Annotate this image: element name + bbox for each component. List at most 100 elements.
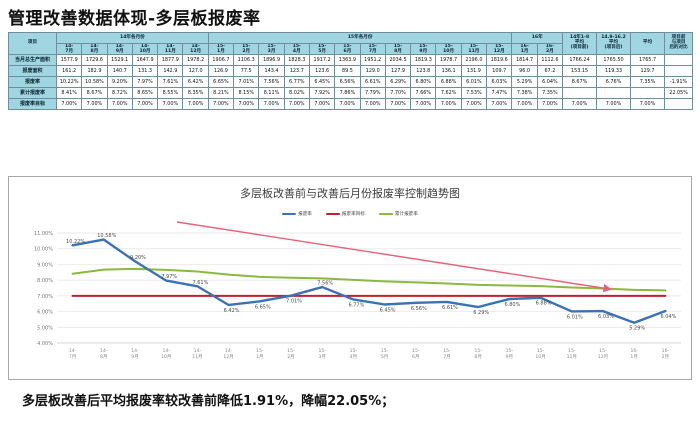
- group-header-14: 14年各月份: [56, 32, 209, 44]
- cell-r4-c11: 7.00%: [334, 98, 361, 111]
- table-header-month-row: 14- 7月 14- 8月 14- 9月 14- 10月 14- 11月 14- 12月 15- 1月 15…: [9, 42, 693, 56]
- x-tick-label-sub-18: 1月: [630, 354, 638, 360]
- table-row: 报废率 10.22% 10.58% 9.20% 7.97% 7.61% 6.42% 6.65%…: [8, 76, 694, 89]
- cell-r0-c18: 1814.7: [511, 54, 538, 67]
- cell-r2-c9: 6.77%: [283, 76, 310, 89]
- month-header-18: 16- 1月: [511, 42, 538, 56]
- cell-r1-c12: 129.0: [359, 65, 386, 78]
- cell-r0-c0: 1577.9: [55, 54, 83, 67]
- cell-r2-c12: 6.61%: [359, 76, 386, 89]
- cell-r4-c10: 7.00%: [308, 98, 336, 111]
- trend-arrow-annotation: [176, 221, 612, 293]
- table-row: 当月总生产面积 1577.9 1729.6 1529.1 1647.9 1877.9 197…: [8, 54, 694, 67]
- data-label-6: 6.65%: [255, 304, 271, 310]
- cell-r3-c11: 7.86%: [334, 87, 361, 100]
- x-tick-label-6: 15-: [256, 348, 264, 354]
- summary-cell-r0-c2: 1765.7: [630, 54, 666, 67]
- cell-r2-c13: 6.29%: [384, 76, 412, 89]
- cell-r1-c8: 143.4: [258, 65, 285, 78]
- cell-r3-c17: 7.47%: [486, 87, 513, 100]
- x-tick-label-sub-15: 10月: [535, 354, 545, 360]
- cell-r2-c16: 6.01%: [460, 76, 488, 89]
- cell-r1-c16: 131.9: [460, 65, 488, 78]
- footer-note: 多层板改善后平均报废率较改善前降低1.91%，降幅22.05%；: [22, 394, 395, 409]
- cell-r0-c10: 1917.2: [308, 54, 336, 67]
- x-tick-label-sub-19: 2月: [662, 354, 670, 360]
- cell-r1-c11: 89.5: [334, 65, 361, 78]
- x-tick-label-10: 15-: [381, 348, 389, 354]
- y-tick-label: 4.00%: [37, 341, 53, 347]
- data-label-2: 9.20%: [130, 255, 146, 261]
- row-label-1: 报废面积: [8, 65, 57, 78]
- page-title: 管理改善数据体现-多层板报废率: [8, 9, 261, 29]
- month-header-4: 14- 11月: [157, 42, 184, 56]
- legend-label: 累计报废率: [394, 212, 418, 217]
- series-line-报废率: [71, 238, 667, 324]
- x-tick-label-1: 14-: [100, 348, 108, 354]
- cell-r4-c12: 7.00%: [359, 98, 386, 111]
- data-label-16: 6.01%: [567, 314, 583, 320]
- row-label-4: 报废率目标: [8, 98, 57, 111]
- month-header-5: 14- 12月: [182, 42, 209, 56]
- x-tick-label-sub-13: 8月: [474, 354, 482, 360]
- y-tick-label: 6.00%: [37, 310, 53, 316]
- cell-r0-c2: 1529.1: [106, 54, 133, 67]
- cell-r0-c13: 2034.5: [384, 54, 412, 67]
- x-tick-label-sub-4: 11月: [192, 354, 202, 360]
- month-header-6: 15- 1月: [207, 42, 235, 56]
- y-tick-label: 11.00%: [34, 231, 53, 237]
- month-header-7: 15- 2月: [233, 42, 260, 56]
- table-body: 当月总生产面积 1577.9 1729.6 1529.1 1647.9 1877.9 197…: [8, 54, 694, 111]
- legend-swatch-icon: [325, 212, 340, 216]
- cell-r2-c3: 7.97%: [131, 76, 159, 89]
- cell-r4-c9: 7.00%: [283, 98, 310, 111]
- cell-r2-c10: 6.45%: [308, 76, 336, 89]
- month-header-10: 15- 5月: [308, 42, 336, 56]
- cell-r2-c14: 6.80%: [410, 76, 437, 89]
- month-header-2: 14- 9月: [106, 42, 133, 56]
- cell-r3-c7: 8.15%: [233, 87, 260, 100]
- cell-r3-c9: 8.02%: [283, 87, 310, 100]
- cell-r0-c8: 1896.9: [258, 54, 285, 67]
- cell-r4-c13: 7.00%: [384, 98, 412, 111]
- x-tick-label-0: 14-: [69, 348, 77, 354]
- cell-r0-c1: 1729.6: [81, 54, 108, 67]
- legend-item-0: 报废率: [282, 211, 312, 217]
- summary-cell-r1-c3: [664, 65, 694, 78]
- cell-r1-c19: 67.2: [536, 65, 564, 78]
- legend-swatch-icon: [378, 212, 393, 216]
- summary-cell-r1-c0: 153.15: [562, 65, 598, 78]
- legend-label: 报废率: [298, 212, 312, 217]
- row-label-0: 当月总生产面积: [8, 54, 57, 67]
- month-header-19: 16- 2月: [536, 42, 564, 56]
- cell-r3-c4: 8.55%: [157, 87, 184, 100]
- x-tick-label-sub-16: 11月: [567, 354, 577, 360]
- y-tick-label: 10.00%: [34, 247, 53, 253]
- summary-cell-r3-c1: [596, 87, 632, 100]
- legend-item-2: 累计报废率: [378, 211, 418, 217]
- cell-r4-c3: 7.00%: [131, 98, 159, 111]
- summary-cell-r4-c3: [664, 98, 694, 111]
- cell-r2-c4: 7.61%: [157, 76, 184, 89]
- cell-r1-c15: 136.1: [435, 65, 462, 78]
- cell-r4-c17: 7.00%: [486, 98, 513, 111]
- data-label-18: 5.29%: [629, 326, 645, 332]
- x-tick-label-sub-5: 12月: [223, 354, 233, 360]
- x-tick-label-sub-1: 8月: [100, 354, 108, 360]
- cell-r3-c13: 7.70%: [384, 87, 412, 100]
- cell-r1-c14: 123.8: [410, 65, 437, 78]
- month-header-17: 15- 12月: [486, 42, 513, 56]
- x-tick-label-sub-14: 9月: [506, 354, 514, 360]
- summary-cell-r3-c3: 22.05%: [664, 87, 694, 100]
- cell-r2-c18: 5.29%: [511, 76, 538, 89]
- x-tick-label-4: 14-: [194, 348, 202, 354]
- x-tick-label-sub-17: 12月: [598, 354, 608, 360]
- group-header-15: 15年各月份: [207, 32, 513, 44]
- cell-r1-c1: 182.9: [81, 65, 108, 78]
- cell-r3-c5: 8.35%: [182, 87, 209, 100]
- x-tick-label-7: 15-: [287, 348, 295, 354]
- cell-r1-c6: 126.9: [207, 65, 235, 78]
- cell-r0-c7: 1106.3: [233, 54, 260, 67]
- cell-r3-c12: 7.79%: [359, 87, 386, 100]
- cell-r1-c2: 140.7: [106, 65, 133, 78]
